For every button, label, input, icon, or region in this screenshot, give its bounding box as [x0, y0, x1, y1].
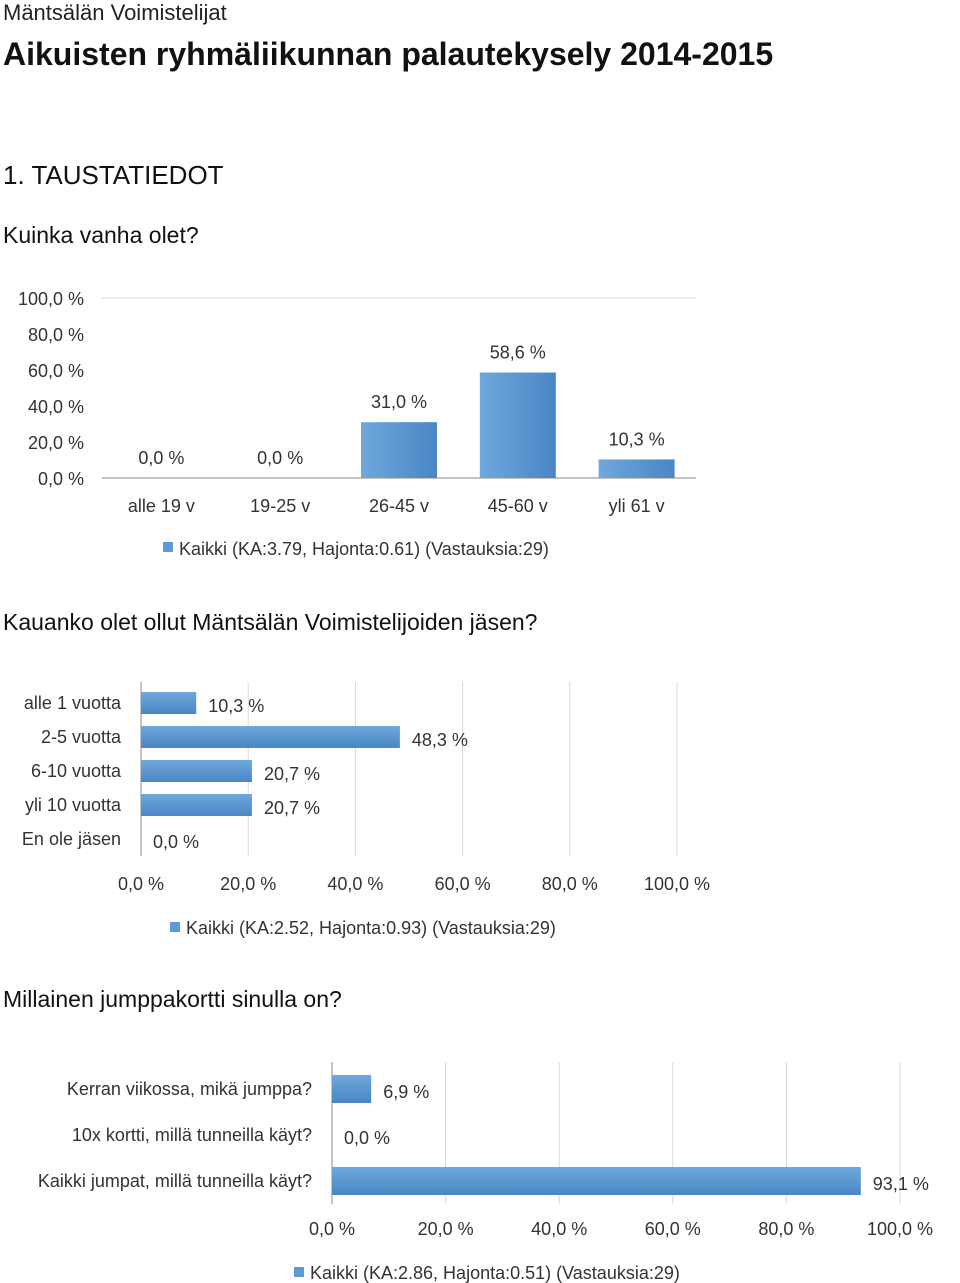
question-membership: Kauanko olet ollut Mäntsälän Voimistelij…	[3, 609, 538, 635]
data-label: 0,0 %	[138, 448, 184, 468]
data-label: 0,0 %	[344, 1128, 390, 1148]
legend-swatch	[163, 542, 173, 552]
x-tick-label: 0,0 %	[118, 874, 164, 894]
x-tick-label: alle 19 v	[128, 496, 195, 516]
bar	[361, 422, 437, 478]
bar	[141, 794, 252, 816]
category-label: yli 10 vuotta	[25, 795, 122, 815]
card-bar-chart: 0,0 % 20,0 % 40,0 % 60,0 % 80,0 % 100,0 % Kerr…	[38, 1062, 933, 1283]
bar	[141, 692, 197, 714]
x-tick-label: 60,0 %	[435, 874, 491, 894]
x-tick-label: 80,0 %	[758, 1219, 814, 1239]
y-tick-label: 40,0 %	[28, 397, 84, 417]
x-tick-label: 60,0 %	[645, 1219, 701, 1239]
data-label: 31,0 %	[371, 392, 427, 412]
legend-swatch	[294, 1267, 304, 1277]
bar	[141, 726, 400, 748]
legend-label: Kaikki (KA:2.52, Hajonta:0.93) (Vastauks…	[186, 918, 556, 938]
bar	[332, 1167, 861, 1195]
x-tick-label: 0,0 %	[309, 1219, 355, 1239]
x-tick-label: 20,0 %	[418, 1219, 474, 1239]
category-label: En ole jäsen	[22, 829, 121, 849]
category-label: 2-5 vuotta	[41, 727, 122, 747]
x-tick-label: 80,0 %	[542, 874, 598, 894]
bar	[479, 372, 556, 478]
data-label: 93,1 %	[873, 1174, 929, 1194]
y-tick-label: 100,0 %	[18, 289, 84, 309]
y-tick-label: 20,0 %	[28, 433, 84, 453]
x-tick-label: 45-60 v	[488, 496, 548, 516]
section-heading: 1. TAUSTATIEDOT	[3, 160, 224, 190]
data-label: 0,0 %	[257, 448, 303, 468]
y-tick-label: 60,0 %	[28, 361, 84, 381]
bar	[141, 760, 252, 782]
data-label: 10,3 %	[208, 696, 264, 716]
data-label: 0,0 %	[153, 832, 199, 852]
data-label: 6,9 %	[383, 1082, 429, 1102]
bar	[332, 1075, 372, 1103]
x-tick-label: 100,0 %	[867, 1219, 933, 1239]
legend-swatch	[170, 922, 180, 932]
y-tick-label: 80,0 %	[28, 325, 84, 345]
category-label: 6-10 vuotta	[31, 761, 122, 781]
category-label: Kaikki jumpat, millä tunneilla käyt?	[38, 1171, 312, 1191]
x-tick-label: 40,0 %	[531, 1219, 587, 1239]
question-age: Kuinka vanha olet?	[3, 222, 199, 248]
category-label: alle 1 vuotta	[24, 693, 122, 713]
question-card: Millainen jumppakortti sinulla on?	[3, 986, 342, 1012]
x-tick-label: 19-25 v	[250, 496, 310, 516]
bar	[598, 459, 675, 478]
data-label: 10,3 %	[609, 429, 665, 449]
x-tick-label: yli 61 v	[609, 496, 665, 516]
category-label: Kerran viikossa, mikä jumppa?	[67, 1079, 312, 1099]
data-label: 58,6 %	[490, 343, 546, 363]
data-label: 20,7 %	[264, 798, 320, 818]
data-label: 48,3 %	[412, 730, 468, 750]
legend-label: Kaikki (KA:3.79, Hajonta:0.61) (Vastauks…	[179, 539, 549, 559]
data-label: 20,7 %	[264, 764, 320, 784]
membership-bar-chart: 0,0 % 20,0 % 40,0 % 60,0 % 80,0 % 100,0 % alle…	[22, 682, 710, 938]
page-title: Aikuisten ryhmäliikunnan palautekysely 2…	[3, 36, 774, 72]
x-tick-label: 40,0 %	[327, 874, 383, 894]
x-tick-label: 100,0 %	[644, 874, 710, 894]
legend-label: Kaikki (KA:2.86, Hajonta:0.51) (Vastauks…	[310, 1263, 680, 1283]
y-tick-label: 0,0 %	[38, 469, 84, 489]
x-tick-label: 26-45 v	[369, 496, 429, 516]
category-label: 10x kortti, millä tunneilla käyt?	[72, 1125, 312, 1145]
organization-name: Mäntsälän Voimistelijat	[3, 0, 227, 25]
x-tick-label: 20,0 %	[220, 874, 276, 894]
age-bar-chart: 0,0 % 20,0 % 40,0 % 60,0 % 80,0 % 100,0 % 0,0 …	[18, 289, 696, 559]
